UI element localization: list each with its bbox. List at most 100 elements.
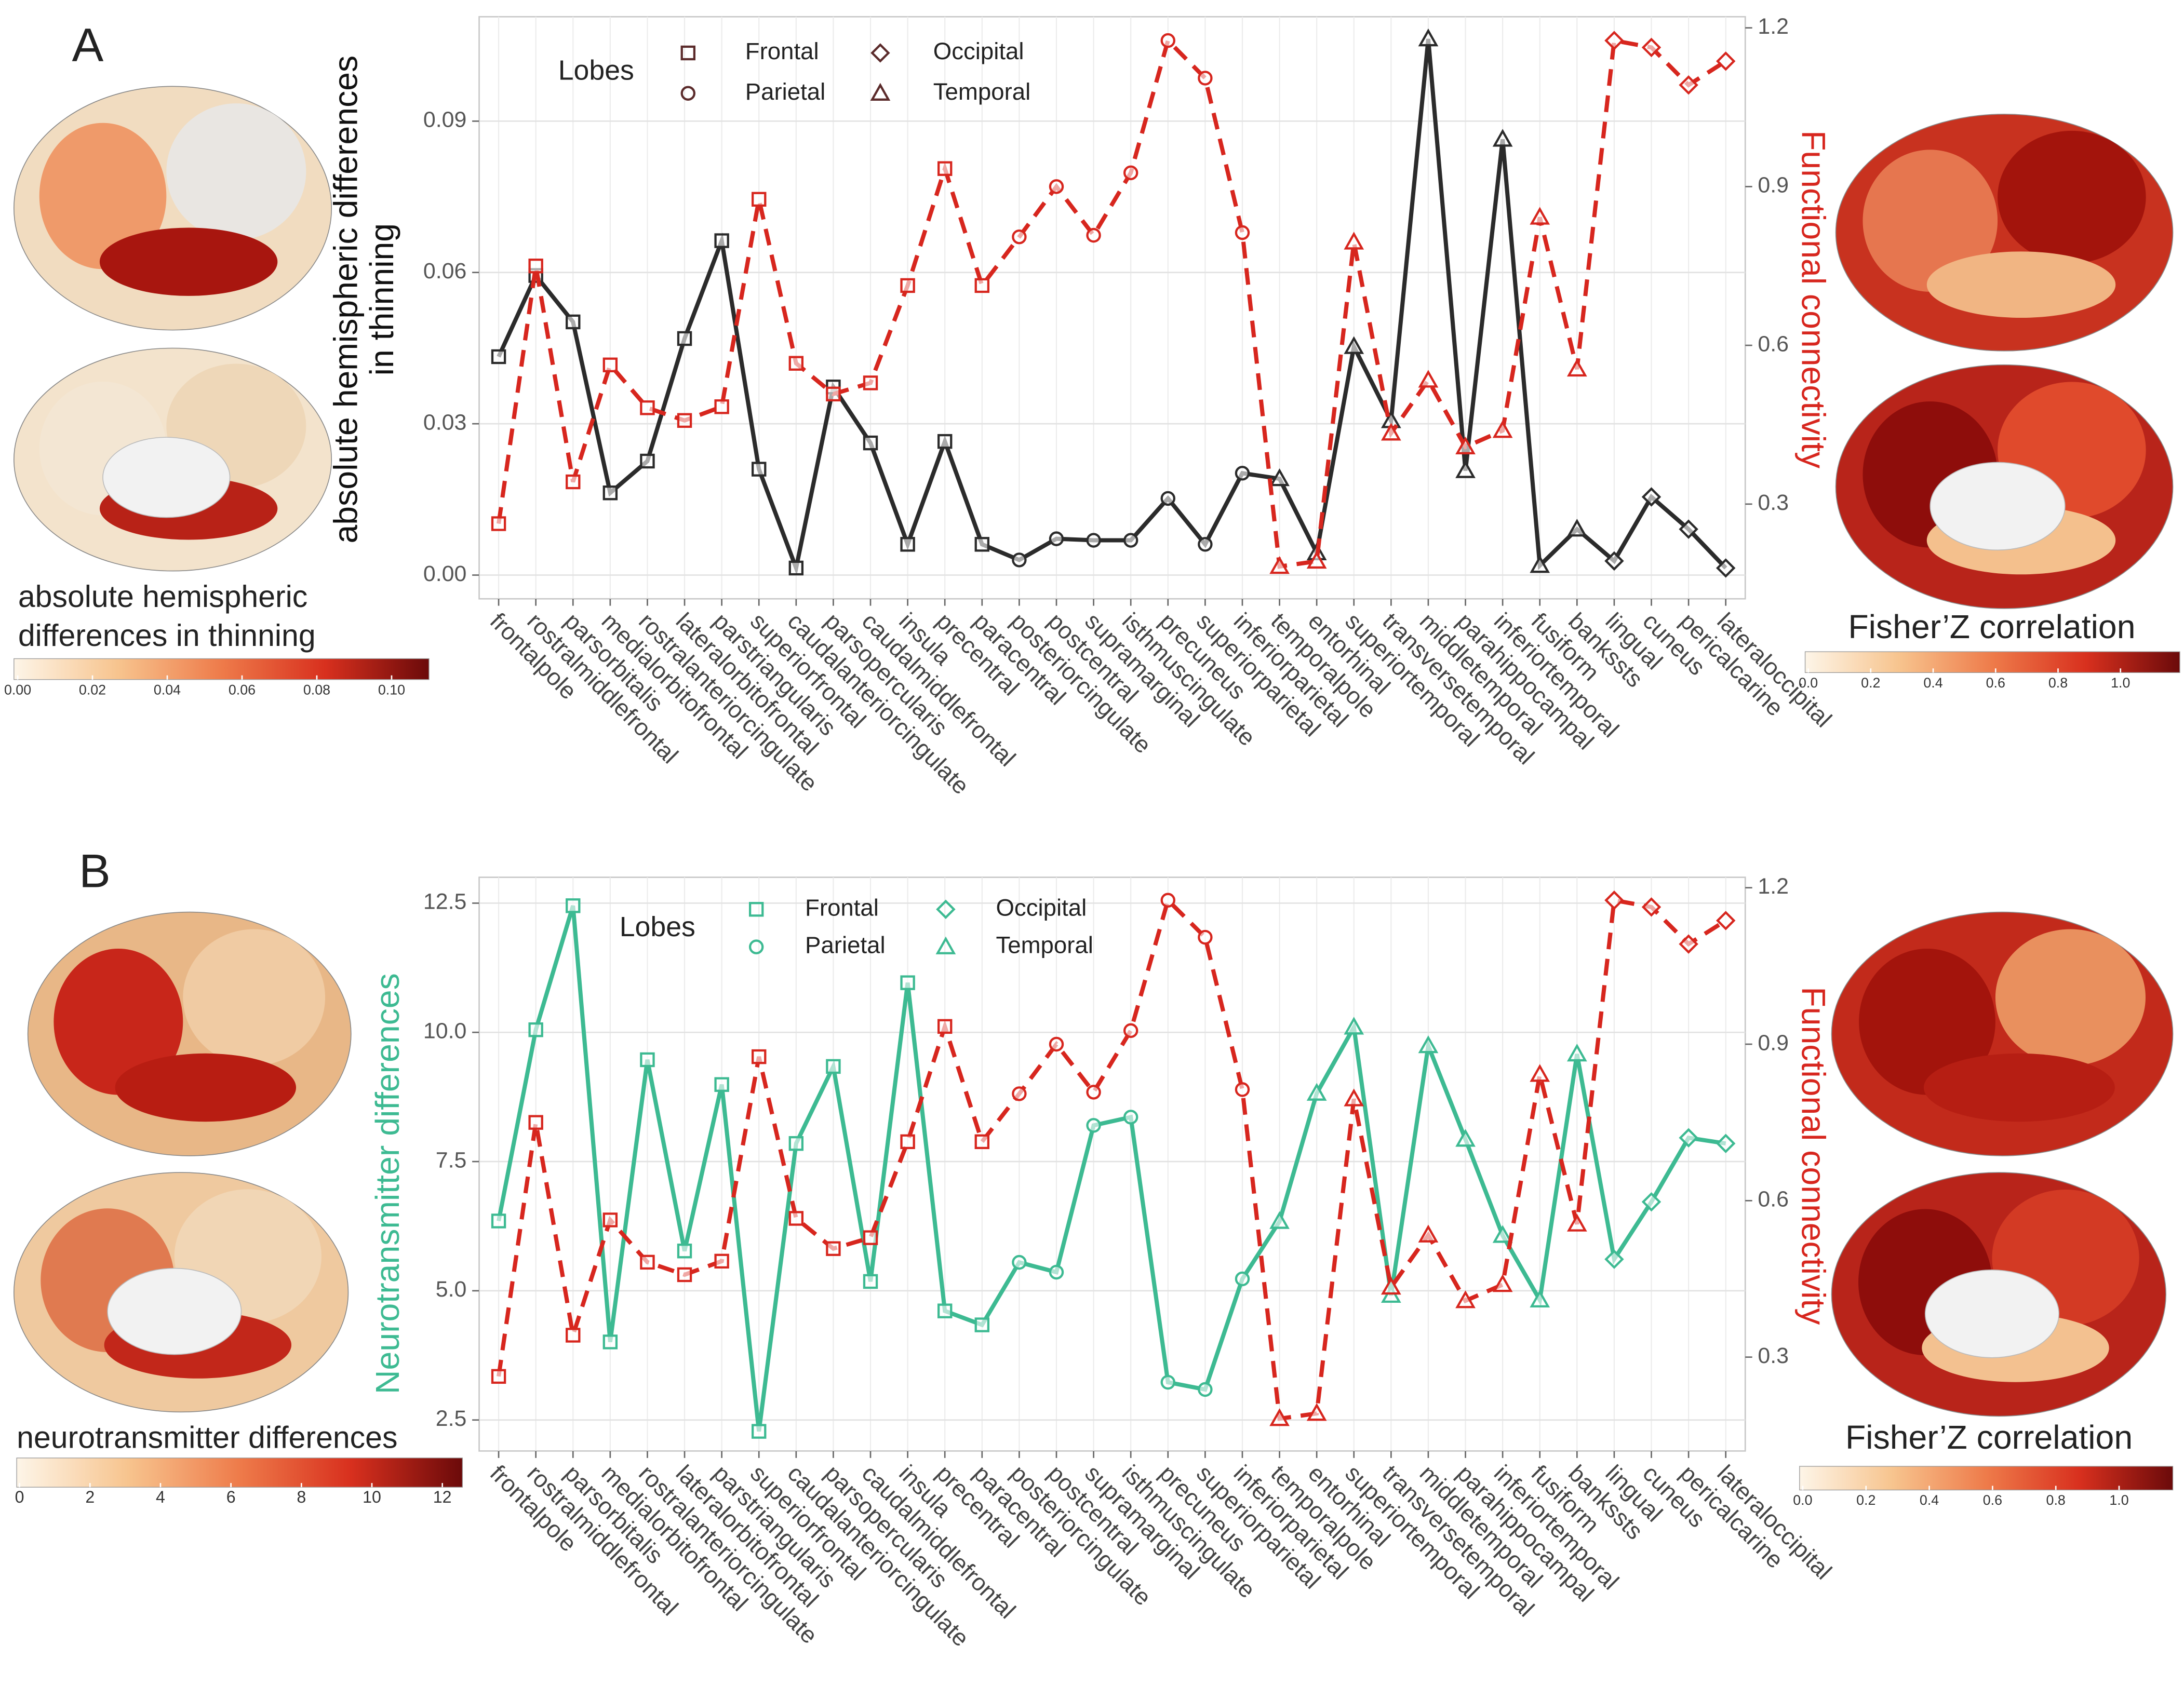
legend-marker [870,83,891,101]
colorbar-tick-label: 1.0 [2109,1492,2128,1508]
data-point [1086,227,1101,243]
legend-label: Parietal [805,932,886,959]
data-point [752,1424,767,1439]
data-point [1604,551,1624,571]
colorbar-tick-label: 10 [363,1488,381,1506]
brain-region [1926,251,2116,318]
colorbar-tick-label: 0.8 [2046,1492,2066,1508]
data-point [1641,1192,1662,1212]
data-point [491,1369,506,1384]
data-point [640,400,655,415]
plot-background [478,16,1746,600]
data-point [863,1230,878,1245]
brain-image [1835,114,2174,352]
data-point [566,474,581,490]
colorbar-tick-label: 0.8 [2048,675,2068,691]
data-point [863,435,878,451]
data-point [900,278,915,293]
y2-axis-title: Functional connectivity [1794,987,1832,1325]
brain-region [39,123,167,269]
data-point [491,1213,506,1229]
y-tick-label: 10.0 [423,1019,466,1044]
data-point [1530,1289,1550,1308]
data-point [1198,1382,1213,1397]
colorbar-tick-label: 12 [433,1488,452,1506]
y-axis-title: absolute hemispheric differences [327,56,364,544]
data-point [1566,358,1587,377]
legend-marker [936,899,956,919]
brain-region [99,227,278,296]
data-point [1604,1249,1624,1269]
colorbar-tick-label: 8 [297,1488,306,1506]
y2-tick-label: 0.9 [1758,1030,1789,1055]
data-point [1086,1118,1101,1133]
legend-title: Lobes [558,55,634,86]
data-point [491,349,506,365]
colorbar [14,658,430,680]
data-point [1604,31,1624,50]
brain-image [14,86,332,331]
data-point [1679,75,1698,95]
data-point [1160,33,1175,48]
y2-tick-label: 1.2 [1758,14,1789,39]
panel-label: A [72,19,104,72]
data-point [1123,533,1138,548]
data-point [752,462,767,477]
data-point [1306,1403,1327,1421]
data-point [1344,336,1364,354]
colorbar-title: Fisher’Z correlation [1848,608,2135,645]
colorbar-tick-label: 0.4 [1920,1492,1939,1508]
data-point [1418,1035,1439,1054]
data-point [602,1212,618,1227]
y-tick-label: 0.03 [423,410,466,435]
data-point [640,1052,655,1068]
y2-tick-label: 0.9 [1758,173,1789,198]
data-point [566,898,581,913]
legend-marker [680,86,696,101]
data-point [1198,71,1213,86]
series-line [497,905,1726,1432]
data-point [714,399,729,414]
y-tick-label: 12.5 [423,889,466,914]
colorbar [1804,651,2180,673]
y-tick-label: 5.0 [436,1277,467,1302]
legend-marker [748,939,764,954]
data-point [566,314,581,330]
y2-tick-label: 0.6 [1758,331,1789,356]
brain-medial-wall [102,437,231,518]
colorbar [16,1458,463,1488]
colorbar-tick-label: 4 [156,1488,165,1506]
brain-region [166,103,306,240]
colorbar-tick-label: 0.6 [1986,675,2005,691]
data-point [528,259,543,274]
data-point [788,356,804,371]
data-point [1306,1083,1327,1101]
data-point [1049,179,1064,194]
colorbar-tick-label: 0.4 [1923,675,1942,691]
data-point [788,1136,804,1151]
data-point [1012,229,1027,245]
data-point [640,1254,655,1270]
data-point [752,192,767,207]
series-line [497,36,1727,569]
series-line [497,38,1727,576]
colorbar-title: absolute hemispheric [18,579,307,614]
data-point [1381,1277,1401,1295]
data-point [677,331,692,346]
colorbar [1799,1466,2174,1491]
data-point [937,1303,953,1318]
brain-region [1923,1053,2115,1122]
data-point [1086,533,1101,548]
colorbar-tick-label: 0.0 [1799,675,1818,691]
data-point [937,161,953,176]
data-point [974,278,990,293]
y2-tick-label: 1.2 [1758,874,1789,899]
brain-region [115,1053,297,1122]
data-point [1269,468,1290,487]
brain-region [1998,130,2146,264]
data-point [900,537,915,552]
data-point [714,233,729,248]
data-point [1418,370,1439,388]
data-point [1160,1374,1175,1390]
data-point [1492,1225,1513,1243]
